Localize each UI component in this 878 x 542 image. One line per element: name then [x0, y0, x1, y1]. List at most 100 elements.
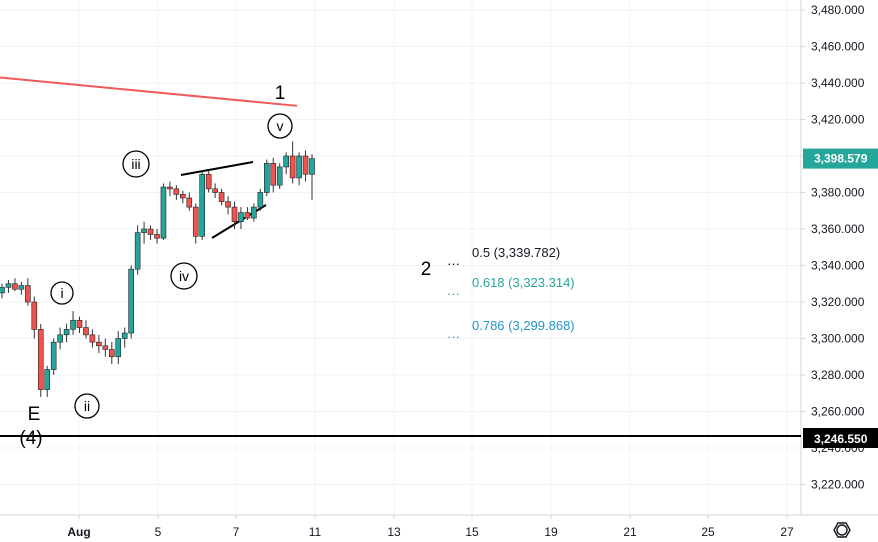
- y-tick-label: 3,420.000: [811, 113, 865, 127]
- candle-body: [289, 155, 296, 179]
- fib-label-1: 0.618 (3,323.314): [472, 275, 575, 290]
- wave-labels: E (4) 1 2 i ii iii iv v: [19, 83, 431, 449]
- y-tick-label: 3,340.000: [811, 259, 865, 273]
- wave-label-iv: iv: [179, 268, 189, 284]
- candle-body: [238, 212, 244, 222]
- fib-retracement[interactable]: ··· 0.5 (3,339.782) ··· 0.618 (3,323.314…: [447, 245, 575, 344]
- time-axis-panel[interactable]: [0, 515, 801, 542]
- candle-body: [147, 228, 154, 235]
- current-price-label: 3,398.579: [814, 152, 868, 166]
- y-tick-label: 3,260.000: [811, 405, 865, 419]
- y-tick-label: 3,320.000: [811, 295, 865, 309]
- y-tick-label: 3,380.000: [811, 186, 865, 200]
- candle-body: [173, 188, 180, 195]
- fib-dots-2: ···: [447, 329, 460, 344]
- wave-label-i: i: [60, 285, 63, 301]
- wave-label-four: (4): [19, 428, 42, 449]
- candle-body: [218, 192, 225, 202]
- fib-dots-1: ···: [447, 286, 460, 301]
- candle-body: [244, 212, 251, 219]
- candle-body: [263, 163, 270, 193]
- candle-body: [283, 155, 289, 168]
- wave-circle-iii: [122, 150, 150, 178]
- wave-label-one: 1: [275, 83, 286, 104]
- current-price-tag: 3,398.579: [803, 148, 878, 169]
- candle-body: [121, 332, 128, 339]
- candle-body: [309, 158, 315, 175]
- candle-body: [167, 186, 173, 190]
- candle-body: [270, 163, 277, 186]
- time-axis-ticks: Aug 5 7 11 13 15 19 21 25 27: [67, 515, 794, 539]
- candle-body: [25, 285, 31, 303]
- settings-icon[interactable]: [833, 522, 851, 538]
- candle-body: [180, 194, 186, 199]
- candle-body: [70, 319, 76, 330]
- x-tick-label: 27: [780, 525, 794, 539]
- y-tick-label: 3,480.000: [811, 3, 865, 17]
- x-tick-label: 19: [544, 525, 558, 539]
- candle-body: [18, 285, 25, 290]
- candle-body: [50, 341, 57, 370]
- wave-label-ii: ii: [84, 398, 90, 414]
- x-tick-label: 15: [465, 525, 479, 539]
- candle-body: [296, 155, 302, 179]
- resistance-trendline[interactable]: [0, 76, 298, 107]
- y-tick-label: 3,220.000: [811, 478, 865, 492]
- candle-body: [44, 369, 51, 390]
- y-tick-label: 3,460.000: [811, 40, 865, 54]
- candle-body: [57, 334, 63, 343]
- x-tick-label: 7: [233, 525, 240, 539]
- y-tick-label: 3,360.000: [811, 222, 865, 236]
- wave-circle-ii: [74, 393, 100, 419]
- candle-body: [257, 192, 264, 208]
- candle-body: [37, 329, 44, 390]
- x-tick-label: 25: [701, 525, 715, 539]
- wave-label-two: 2: [421, 259, 432, 280]
- wedge-upper-line[interactable]: [180, 161, 254, 176]
- x-tick-label: 11: [309, 525, 322, 539]
- wave-label-v: v: [277, 118, 284, 134]
- grid-lines: [0, 0, 801, 515]
- candle-body: [0, 287, 5, 294]
- candle-body: [5, 283, 12, 288]
- candle-body: [276, 166, 283, 186]
- y-tick-label: 3,280.000: [811, 368, 865, 382]
- candle-body: [231, 206, 238, 223]
- candle-body: [186, 197, 193, 208]
- support-price-label: 3,246.550: [814, 432, 868, 446]
- candle-body: [115, 338, 122, 358]
- candle-body: [302, 155, 309, 175]
- candle-body: [12, 283, 18, 290]
- candle-body: [108, 349, 115, 358]
- x-tick-label: 13: [387, 525, 401, 539]
- x-tick-label: Aug: [67, 525, 90, 539]
- candle-body: [76, 319, 83, 328]
- fib-label-2: 0.786 (3,299.868): [472, 318, 575, 333]
- y-tick-label: 3,440.000: [811, 76, 865, 90]
- wave-circle-iv: [170, 262, 198, 290]
- support-price-tag: 3,246.550: [803, 428, 878, 448]
- candle-body: [251, 206, 257, 219]
- candle-body: [192, 206, 199, 237]
- candle-body: [154, 234, 160, 239]
- wave-circle-v: [267, 113, 293, 139]
- x-tick-label: 21: [623, 525, 637, 539]
- candle-body: [102, 345, 109, 350]
- candle-body: [205, 173, 212, 190]
- candlestick-series: [0, 141, 315, 397]
- candle-body: [134, 232, 141, 270]
- y-tick-label: 3,300.000: [811, 332, 865, 346]
- candle-body: [128, 268, 134, 334]
- candle-body: [141, 228, 147, 233]
- wave-label-iii: iii: [131, 156, 140, 172]
- x-tick-label: 5: [155, 525, 162, 539]
- fib-label-0: 0.5 (3,339.782): [472, 245, 560, 260]
- candle-body: [63, 329, 70, 336]
- wave-label-e: E: [28, 404, 41, 425]
- candle-body: [31, 301, 38, 330]
- candle-body: [225, 201, 231, 208]
- wave-circle-i: [50, 281, 74, 305]
- candle-body: [212, 188, 218, 193]
- candle-body: [160, 186, 167, 239]
